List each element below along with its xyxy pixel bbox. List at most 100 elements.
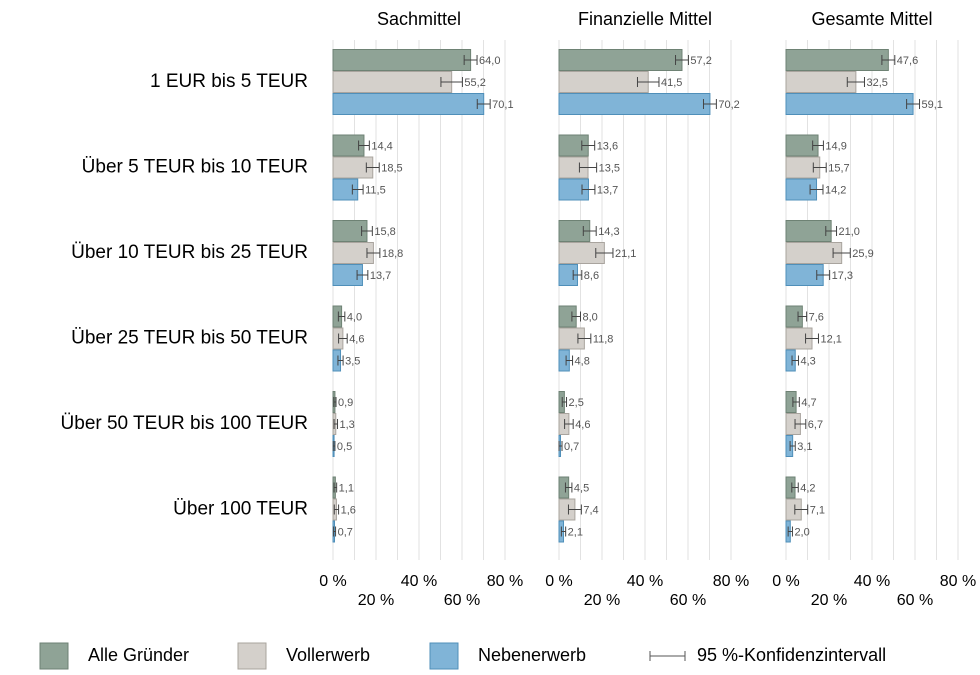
x-tick-label: 60 % [444,592,480,609]
bar [785,93,914,115]
legend-label: Alle Gründer [88,645,189,665]
error-bar [792,397,800,407]
x-tick-label: 20 % [358,592,394,609]
x-tick-label: 20 % [811,592,847,609]
panel-title: Finanzielle Mittel [578,9,712,29]
error-bar [567,504,582,515]
legend-label: Nebenerwerb [478,645,586,665]
value-label: 21,1 [615,248,636,260]
error-bar [558,441,563,451]
error-bar [476,99,491,109]
value-label: 70,2 [718,99,739,111]
x-tick-label: 40 % [627,573,663,590]
x-tick-label: 80 % [487,573,523,590]
legend-swatch [39,642,69,670]
error-bar [805,333,819,344]
legend-error-icon [649,651,686,661]
bar [332,71,453,93]
value-label: 4,8 [575,355,590,367]
value-label: 1,6 [341,504,356,516]
value-label: 0,5 [337,441,352,453]
x-tick-label: 80 % [940,573,976,590]
error-bar [333,482,338,493]
error-bar [564,419,574,429]
value-label: 13,7 [370,270,391,282]
error-bar [787,526,793,537]
value-label: 55,2 [464,77,485,89]
value-label: 3,1 [797,441,812,453]
x-tick-label: 0 % [319,573,347,590]
value-label: 25,9 [852,248,873,260]
error-bar [351,184,364,195]
value-label: 0,7 [564,441,579,453]
value-label: 70,1 [492,99,513,111]
error-bar [366,248,381,258]
error-bar [572,270,583,280]
error-bar [577,333,592,344]
value-label: 14,9 [825,140,846,152]
category-label: Über 25 TEUR bis 50 TEUR [71,328,308,349]
value-label: 7,4 [583,504,598,516]
error-bar [675,55,689,65]
error-bar [581,184,596,195]
value-label: 2,1 [568,526,583,538]
value-label: 13,5 [599,162,620,174]
legend-swatch [237,642,267,670]
bar [785,71,857,93]
value-label: 17,3 [832,270,853,282]
error-bar [791,482,799,493]
value-label: 2,5 [569,397,584,409]
error-bar [595,248,614,258]
value-label: 14,4 [371,140,392,152]
error-bar [561,397,568,407]
error-bar [789,441,796,451]
x-tick-label: 20 % [584,592,620,609]
value-label: 1,1 [339,482,354,494]
value-label: 2,0 [794,526,809,538]
error-bar [338,333,348,344]
error-bar [846,77,865,87]
x-tick-label: 80 % [713,573,749,590]
error-bar [794,504,809,515]
value-label: 14,3 [598,226,619,238]
value-label: 41,5 [661,77,682,89]
value-label: 0,9 [338,397,353,409]
error-bar [578,162,598,173]
legend-label: Vollerwerb [286,645,370,665]
error-bar [791,355,799,366]
legend-swatch [429,642,459,670]
error-bar [636,77,660,87]
category-label: Über 10 TEUR bis 25 TEUR [71,242,308,263]
error-bar [812,140,824,151]
x-tick-label: 60 % [897,592,933,609]
error-bar [337,355,344,366]
value-label: 8,0 [583,311,598,323]
value-label: 8,6 [584,270,599,282]
error-bar [582,226,597,236]
value-label: 18,5 [381,162,402,174]
error-bar [332,526,337,537]
value-label: 7,1 [810,504,825,516]
bar [785,220,832,242]
error-bar [440,77,463,87]
value-label: 57,2 [690,55,711,67]
error-bar [358,140,370,151]
value-label: 4,6 [575,419,590,431]
error-bar [560,526,567,537]
error-bar [906,99,921,109]
value-label: 11,5 [365,184,386,196]
category-label: Über 100 TEUR [173,499,308,520]
value-label: 18,8 [382,248,403,260]
value-label: 13,6 [597,140,618,152]
value-label: 11,8 [593,333,614,345]
error-bar [361,226,373,236]
bar [558,49,683,71]
error-bar [825,226,838,236]
x-tick-label: 60 % [670,592,706,609]
error-bar [812,162,827,173]
panel-title: Sachmittel [377,9,461,29]
x-tick-label: 40 % [401,573,437,590]
value-label: 64,0 [479,55,500,67]
bar [785,49,889,71]
